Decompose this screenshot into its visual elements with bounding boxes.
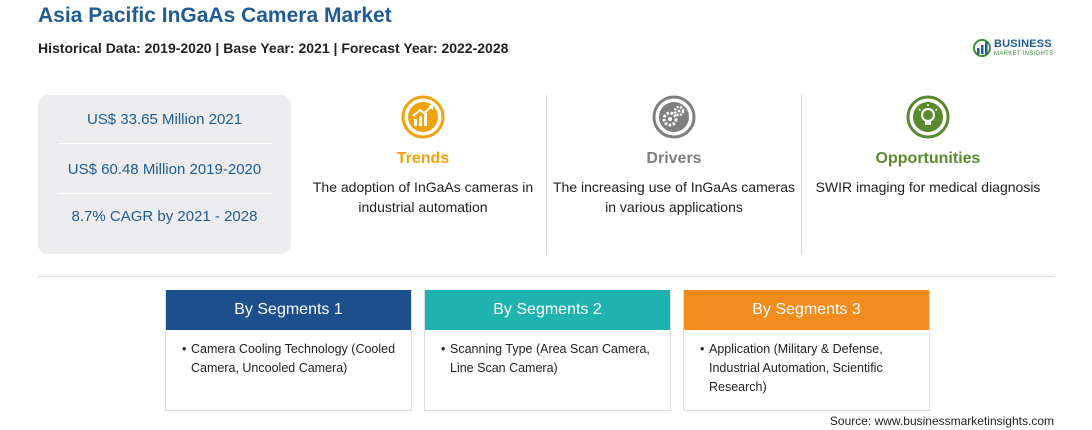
segment-1-item: • Camera Cooling Technology (Cooled Came… (182, 340, 404, 378)
trends-text: The adoption of InGaAs cameras in indust… (312, 179, 534, 215)
column-divider (801, 95, 802, 255)
opportunities-column: Opportunities SWIR imaging for medical d… (805, 95, 1051, 255)
logo-tagline: MARKET INSIGHTS (994, 51, 1054, 57)
logo-wordmark: BUSINESS (994, 38, 1052, 50)
page-title: Asia Pacific InGaAs Camera Market (38, 4, 392, 27)
column-divider (546, 95, 547, 255)
cagr-stat: 8.7% CAGR by 2021 - 2028 (71, 208, 258, 225)
opportunities-text: SWIR imaging for medical diagnosis (815, 179, 1041, 195)
growth-chart-icon (401, 95, 445, 139)
bullet-icon: • (182, 342, 187, 356)
trends-heading: Trends (396, 150, 450, 167)
bullet-icon: • (700, 342, 705, 356)
brand-logo: BUSINESS MARKET INSIGHTS (972, 36, 1062, 62)
source-note: Source: www.businessmarketinsights.com (829, 414, 1054, 428)
market-size-historical: US$ 60.48 Million 2019-2020 (67, 161, 262, 178)
segment-1-text: Camera Cooling Technology (Cooled Camera… (191, 342, 396, 375)
market-size-2021: US$ 33.65 Million 2021 (86, 111, 243, 128)
lightbulb-icon (906, 95, 950, 139)
segment-card-3: By Segments 3 • Application (Military & … (683, 290, 930, 411)
bullet-icon: • (441, 342, 446, 356)
segment-3-item: • Application (Military & Defense, Indus… (700, 340, 922, 397)
segment-3-header: By Segments 3 (684, 290, 929, 330)
divider (58, 143, 271, 144)
drivers-text: The increasing use of InGaAs cameras in … (552, 179, 795, 215)
market-stats-panel: US$ 33.65 Million 2021 US$ 60.48 Million… (38, 95, 291, 254)
section-divider (38, 276, 1054, 277)
segment-card-1: By Segments 1 • Camera Cooling Technolog… (165, 290, 412, 411)
drivers-column: Drivers The increasing use of InGaAs cam… (550, 95, 798, 255)
opportunities-heading: Opportunities (875, 150, 981, 167)
divider (58, 193, 271, 194)
drivers-heading: Drivers (646, 150, 702, 167)
gears-icon (652, 95, 696, 139)
page-subtitle: Historical Data: 2019-2020 | Base Year: … (38, 40, 509, 56)
segment-1-header: By Segments 1 (166, 290, 411, 330)
segment-2-text: Scanning Type (Area Scan Camera, Line Sc… (450, 342, 650, 375)
segment-2-header: By Segments 2 (425, 290, 670, 330)
segment-3-text: Application (Military & Defense, Industr… (709, 342, 883, 394)
trends-column: Trends The adoption of InGaAs cameras in… (300, 95, 546, 255)
globe-icon (973, 39, 991, 57)
segment-card-2: By Segments 2 • Scanning Type (Area Scan… (424, 290, 671, 411)
segment-2-item: • Scanning Type (Area Scan Camera, Line … (441, 340, 663, 378)
